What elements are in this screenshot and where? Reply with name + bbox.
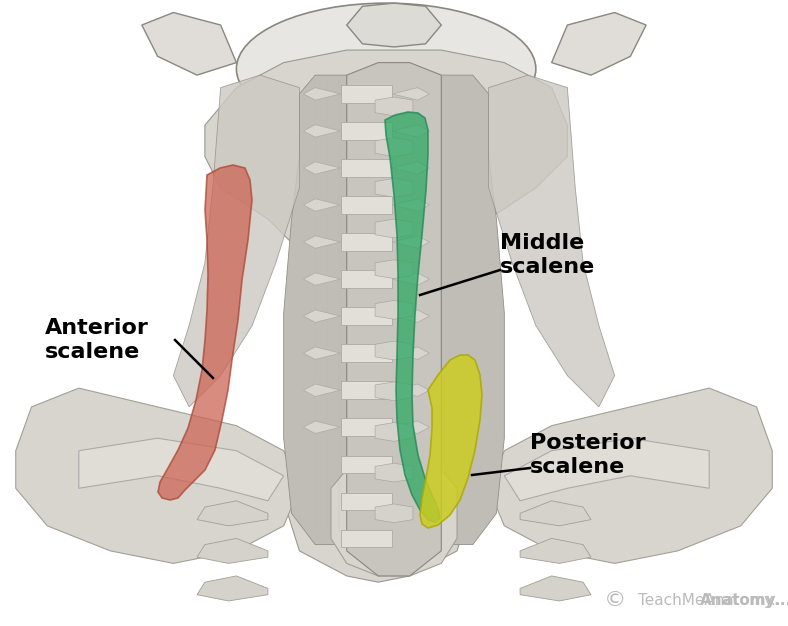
Polygon shape — [392, 162, 429, 174]
Polygon shape — [375, 178, 413, 197]
Polygon shape — [392, 273, 429, 285]
Polygon shape — [489, 75, 615, 407]
Polygon shape — [303, 162, 340, 174]
Polygon shape — [420, 355, 482, 528]
Polygon shape — [340, 122, 392, 140]
Polygon shape — [303, 347, 340, 359]
Polygon shape — [303, 384, 340, 396]
Polygon shape — [340, 307, 392, 325]
Polygon shape — [375, 382, 413, 401]
Polygon shape — [284, 75, 347, 545]
Polygon shape — [375, 504, 413, 523]
Polygon shape — [392, 310, 429, 322]
Text: Posterior
scalene: Posterior scalene — [530, 433, 645, 476]
Polygon shape — [303, 236, 340, 249]
Text: TeachMeAnatomy...: TeachMeAnatomy... — [638, 592, 786, 607]
Polygon shape — [158, 165, 252, 500]
Text: ©: © — [604, 590, 626, 610]
Polygon shape — [520, 501, 591, 526]
Polygon shape — [340, 456, 392, 473]
Polygon shape — [142, 13, 236, 75]
Text: Anatomy...: Anatomy... — [700, 592, 788, 607]
Text: Anterior
scalene: Anterior scalene — [45, 319, 149, 362]
Polygon shape — [197, 576, 268, 601]
Text: Middle
scalene: Middle scalene — [500, 233, 595, 277]
Polygon shape — [303, 310, 340, 322]
Polygon shape — [392, 347, 429, 359]
Polygon shape — [375, 341, 413, 360]
Polygon shape — [392, 384, 429, 396]
Polygon shape — [375, 300, 413, 319]
Polygon shape — [303, 125, 340, 137]
Polygon shape — [197, 501, 268, 526]
Polygon shape — [303, 88, 340, 100]
Polygon shape — [303, 421, 340, 433]
Polygon shape — [16, 388, 299, 563]
Polygon shape — [303, 273, 340, 285]
Polygon shape — [392, 125, 429, 137]
Polygon shape — [385, 112, 440, 522]
Polygon shape — [347, 3, 441, 47]
Polygon shape — [392, 88, 429, 100]
Polygon shape — [392, 421, 429, 433]
Polygon shape — [375, 463, 413, 482]
Polygon shape — [552, 13, 646, 75]
Polygon shape — [340, 530, 392, 547]
Polygon shape — [303, 199, 340, 212]
Polygon shape — [375, 423, 413, 441]
Polygon shape — [375, 138, 413, 156]
Polygon shape — [392, 236, 429, 249]
Polygon shape — [520, 576, 591, 601]
Polygon shape — [340, 159, 392, 177]
Polygon shape — [340, 197, 392, 214]
Polygon shape — [504, 438, 709, 501]
Polygon shape — [375, 260, 413, 279]
Polygon shape — [197, 538, 268, 563]
Polygon shape — [79, 438, 284, 501]
Polygon shape — [173, 75, 299, 407]
Polygon shape — [340, 270, 392, 288]
Polygon shape — [340, 381, 392, 399]
Polygon shape — [205, 50, 567, 582]
Polygon shape — [340, 493, 392, 510]
Polygon shape — [392, 199, 429, 212]
Polygon shape — [375, 97, 413, 116]
Polygon shape — [331, 463, 457, 576]
Polygon shape — [347, 63, 441, 576]
Polygon shape — [340, 85, 392, 103]
Ellipse shape — [236, 3, 536, 135]
Polygon shape — [340, 233, 392, 251]
Polygon shape — [441, 75, 504, 545]
Polygon shape — [520, 538, 591, 563]
Polygon shape — [375, 219, 413, 238]
Polygon shape — [489, 388, 772, 563]
Polygon shape — [340, 418, 392, 436]
Polygon shape — [340, 344, 392, 362]
